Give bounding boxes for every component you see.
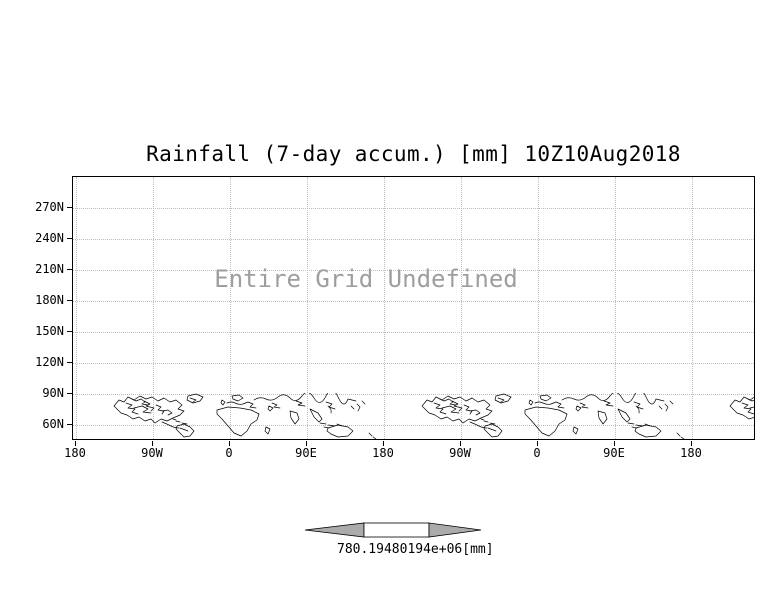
colorbar-unit-label: [mm] [462, 542, 494, 557]
x-axis-tick [460, 441, 461, 446]
gridline-horizontal [73, 208, 754, 209]
undefined-grid-annotation: Entire Grid Undefined [214, 265, 518, 293]
x-axis-tick [75, 441, 76, 446]
x-axis-tick [306, 441, 307, 446]
colorbar-right-arrow [428, 522, 482, 538]
gridline-vertical [461, 177, 462, 439]
y-axis-tick [67, 362, 72, 363]
colorbar-label-right: 80194e+06 [391, 542, 463, 557]
colorbar-middle-segment [363, 522, 430, 538]
gridline-horizontal [73, 332, 754, 333]
y-axis-label: 90N [42, 386, 64, 400]
y-axis-tick [67, 207, 72, 208]
x-axis-label: 90E [603, 446, 625, 460]
gridline-vertical [76, 177, 77, 439]
gridline-vertical [230, 177, 231, 439]
gridline-horizontal [73, 301, 754, 302]
y-axis-label: 60N [42, 417, 64, 431]
x-axis-label: 180 [372, 446, 394, 460]
y-axis-label: 120N [35, 355, 64, 369]
x-axis-tick [614, 441, 615, 446]
colorbar [304, 522, 482, 538]
gridline-horizontal [73, 363, 754, 364]
y-axis-tick [67, 331, 72, 332]
y-axis-tick [67, 300, 72, 301]
y-axis-label: 270N [35, 200, 64, 214]
y-axis-label: 240N [35, 231, 64, 245]
y-axis-tick [67, 269, 72, 270]
x-axis-label: 180 [64, 446, 86, 460]
y-axis-label: 180N [35, 293, 64, 307]
y-axis-label: 150N [35, 324, 64, 338]
plot-title: Rainfall (7-day accum.) [mm] 10Z10Aug201… [146, 142, 681, 166]
y-axis-tick [67, 424, 72, 425]
x-axis-tick [152, 441, 153, 446]
x-axis-label: 90E [295, 446, 317, 460]
x-axis-tick [229, 441, 230, 446]
x-axis-label: 0 [533, 446, 541, 460]
x-axis-tick [537, 441, 538, 446]
x-axis-tick [383, 441, 384, 446]
gridline-vertical [692, 177, 693, 439]
gridline-vertical [307, 177, 308, 439]
x-axis-label: 0 [225, 446, 233, 460]
plot-area: Entire Grid Undefined [72, 176, 755, 440]
x-axis-label: 180 [680, 446, 702, 460]
colorbar-labels: 780.19480194e+06[mm] [337, 543, 494, 556]
gridline-horizontal [73, 394, 754, 395]
y-axis-label: 210N [35, 262, 64, 276]
colorbar-left-arrow [304, 522, 365, 538]
gridline-vertical [538, 177, 539, 439]
gridline-horizontal [73, 425, 754, 426]
x-axis-label: 90W [141, 446, 163, 460]
x-axis-label: 90W [449, 446, 471, 460]
gridline-vertical [384, 177, 385, 439]
world-coastlines-map [113, 393, 754, 439]
y-axis-tick [67, 393, 72, 394]
gridline-vertical [615, 177, 616, 439]
gridline-vertical [153, 177, 154, 439]
gridline-horizontal [73, 239, 754, 240]
gridline-horizontal [73, 270, 754, 271]
colorbar-label-left: 780.194 [337, 542, 392, 557]
x-axis-tick [691, 441, 692, 446]
y-axis-tick [67, 238, 72, 239]
